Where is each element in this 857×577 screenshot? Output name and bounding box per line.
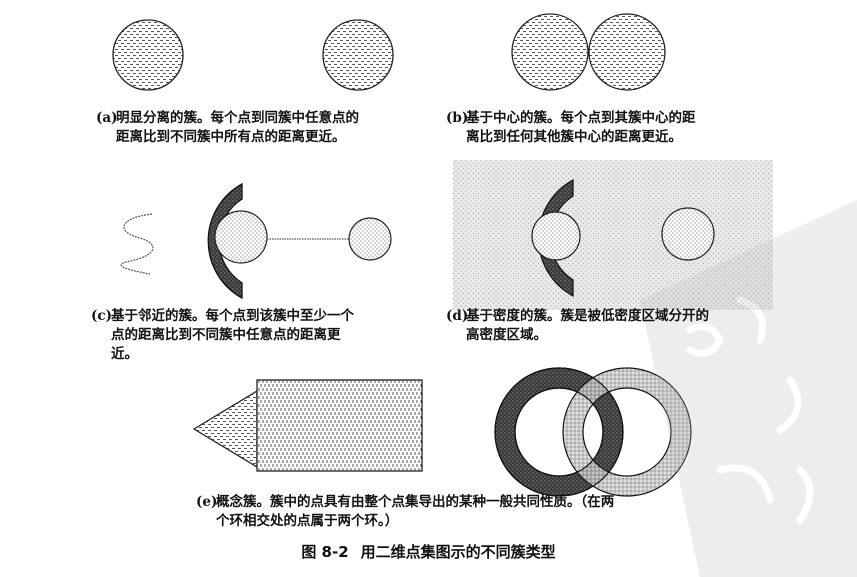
cluster-circle: [661, 207, 715, 261]
panel-e-graphic: [192, 367, 692, 497]
figure-caption: 图 8-2 用二维点集图示的不同簇类型: [0, 541, 857, 562]
cluster-circle: [214, 210, 268, 264]
caption-line: 点的距离比到不同簇中任意点的距离更: [111, 327, 341, 343]
caption-label: (c): [91, 308, 112, 324]
wavy-chain: [120, 213, 154, 275]
caption-d: (d)基于密度的簇。簇是被低密度区域分开的 高密度区域。: [446, 307, 709, 345]
cluster-circle: [322, 19, 394, 91]
noise-background: [453, 160, 773, 310]
ring-outline: [494, 367, 624, 497]
caption-line: 个环相交处的点属于两个环。）: [216, 513, 399, 529]
caption-label: (b): [446, 110, 469, 126]
panel-b-graphic: [511, 13, 666, 91]
figure-title: 用二维点集图示的不同簇类型: [360, 543, 556, 561]
cluster-circle: [531, 211, 581, 261]
caption-line: 离比到任何其他簇中心的距离更近。: [466, 129, 682, 145]
cluster-circle: [112, 19, 184, 91]
rectangle-cluster: [256, 379, 423, 472]
caption-line: 近。: [111, 346, 138, 362]
caption-line: 明显分离的簇。每个点到同簇中任意点的: [116, 110, 359, 126]
panel-d-graphic: [453, 160, 773, 310]
caption-line: 基于邻近的簇。每个点到该簇中至少一个: [111, 308, 354, 324]
panel-a-graphic: [112, 19, 394, 91]
triangle-cluster: [192, 389, 258, 469]
caption-line: 距离比到不同簇中所有点的距离更近。: [116, 129, 346, 145]
caption-b: (b)基于中心的簇。每个点到其簇中心的距 离比到任何其他簇中心的距离更近。: [446, 109, 696, 147]
caption-line: 基于中心的簇。每个点到其簇中心的距: [466, 110, 696, 126]
caption-line: 概念簇。簇中的点具有由整个点集导出的某种一般共同性质。（在两: [216, 494, 615, 510]
cluster-circle: [511, 13, 589, 91]
cluster-circle: [348, 217, 392, 261]
caption-line: 高密度区域。: [466, 327, 547, 343]
caption-c: (c)基于邻近的簇。每个点到该簇中至少一个 点的距离比到不同簇中任意点的距离更 …: [91, 307, 354, 364]
caption-a: (a)明显分离的簇。每个点到同簇中任意点的 距离比到不同簇中所有点的距离更近。: [96, 109, 359, 147]
caption-label: (a): [96, 110, 118, 126]
watermark-seal: [640, 200, 857, 577]
figure-number: 图 8-2: [301, 543, 349, 561]
panel-c-graphic: [120, 182, 392, 300]
caption-label: (e): [196, 494, 218, 510]
caption-e: (e)概念簇。簇中的点具有由整个点集导出的某种一般共同性质。（在两 个环相交处的…: [196, 493, 614, 531]
caption-label: (d): [446, 308, 469, 324]
cluster-circle: [588, 13, 666, 91]
caption-line: 基于密度的簇。簇是被低密度区域分开的: [466, 308, 709, 324]
ring-outline: [514, 387, 604, 477]
